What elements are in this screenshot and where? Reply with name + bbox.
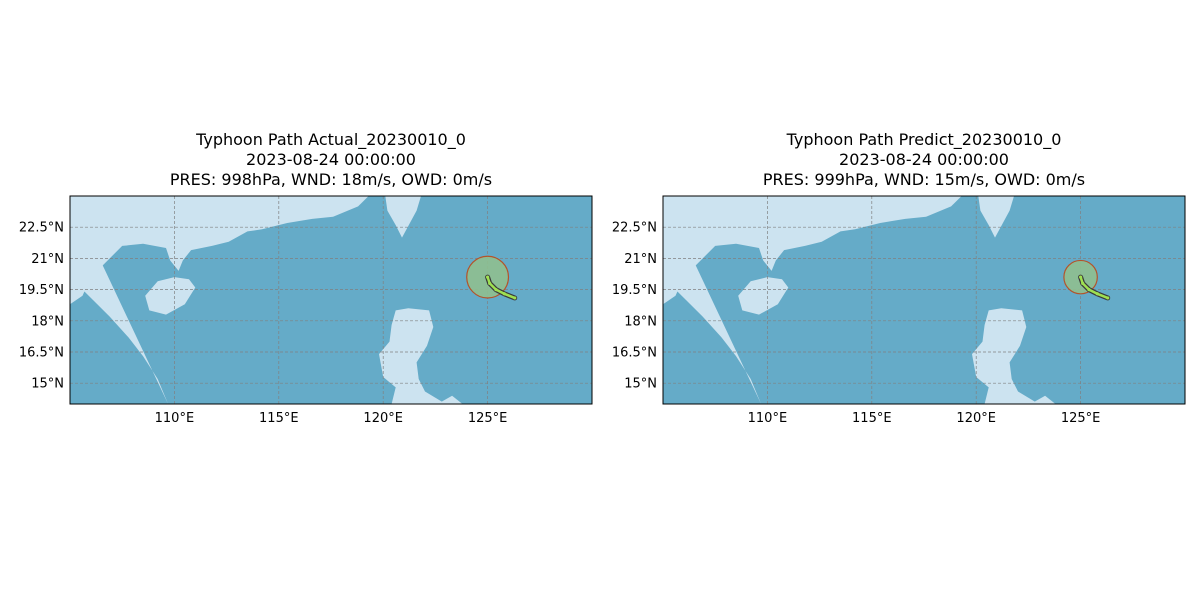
right-land-south-china-coast bbox=[663, 196, 962, 305]
left-x-tick-label: 120°E bbox=[363, 411, 403, 426]
left-x-tick-label: 125°E bbox=[468, 411, 508, 426]
right-track-point bbox=[1081, 281, 1085, 285]
left-track-point bbox=[488, 281, 492, 285]
right-map-panel: 110°E 115°E 120°E 125°E 22.5°N 21°N 19.5°N 18°N… bbox=[612, 195, 1186, 426]
left-land-taiwan bbox=[385, 196, 422, 238]
right-x-tick-label: 125°E bbox=[1061, 411, 1101, 426]
left-track-point bbox=[502, 292, 506, 296]
right-x-tick-label: 115°E bbox=[852, 411, 892, 426]
right-track-point bbox=[1095, 292, 1099, 296]
left-y-tick-label: 18°N bbox=[31, 314, 64, 329]
right-land-hainan bbox=[738, 277, 789, 315]
left-land-south-china-coast bbox=[70, 196, 369, 305]
left-track-point bbox=[513, 296, 517, 300]
left-land-luzon-east bbox=[437, 395, 463, 404]
right-track-point bbox=[1106, 296, 1110, 300]
left-y-tick-label: 21°N bbox=[31, 252, 64, 267]
right-x-tick-label: 120°E bbox=[956, 411, 996, 426]
left-track-point bbox=[494, 288, 498, 292]
right-map-time: 2023-08-24 00:00:00 bbox=[839, 150, 1009, 169]
left-map-panel: 110°E 115°E 120°E 125°E 22.5°N 21°N 19.5°N 18°N… bbox=[19, 195, 593, 426]
left-y-tick-label: 15°N bbox=[31, 377, 64, 392]
left-y-tick-label: 19.5°N bbox=[19, 283, 64, 298]
right-y-tick-label: 19.5°N bbox=[612, 283, 657, 298]
left-title-block: Typhoon Path Actual_20230010_0 2023-08-2… bbox=[70, 130, 592, 190]
right-land-luzon-east bbox=[1030, 395, 1056, 404]
right-land-luzon bbox=[972, 308, 1039, 404]
left-land-hainan bbox=[145, 277, 196, 315]
left-track-point bbox=[486, 275, 490, 279]
right-map-title: Typhoon Path Predict_20230010_0 bbox=[786, 130, 1062, 149]
left-land-luzon bbox=[379, 308, 446, 404]
right-y-tick-label: 21°N bbox=[624, 252, 657, 267]
left-x-tick-label: 115°E bbox=[259, 411, 299, 426]
right-x-tick-label: 110°E bbox=[748, 411, 788, 426]
left-map-stats: PRES: 998hPa, WND: 18m/s, OWD: 0m/s bbox=[169, 170, 493, 189]
right-y-tick-label: 16.5°N bbox=[612, 346, 657, 361]
left-y-tick-label: 16.5°N bbox=[19, 346, 64, 361]
right-y-tick-label: 18°N bbox=[624, 314, 657, 329]
right-title-block: Typhoon Path Predict_20230010_0 2023-08-… bbox=[663, 130, 1185, 190]
right-track-point bbox=[1079, 275, 1083, 279]
right-land-taiwan bbox=[978, 196, 1015, 238]
right-land-china-mainland bbox=[663, 196, 762, 404]
left-map-title: Typhoon Path Actual_20230010_0 bbox=[196, 130, 466, 149]
right-map-frame bbox=[662, 195, 1186, 405]
right-y-tick-label: 15°N bbox=[624, 377, 657, 392]
right-y-tick-label: 22.5°N bbox=[612, 221, 657, 236]
left-map-time: 2023-08-24 00:00:00 bbox=[246, 150, 416, 169]
right-track-point bbox=[1087, 288, 1091, 292]
left-x-tick-label: 110°E bbox=[155, 411, 195, 426]
right-map-stats: PRES: 999hPa, WND: 15m/s, OWD: 0m/s bbox=[762, 170, 1086, 189]
left-map-frame bbox=[69, 195, 593, 405]
left-y-tick-label: 22.5°N bbox=[19, 221, 64, 236]
